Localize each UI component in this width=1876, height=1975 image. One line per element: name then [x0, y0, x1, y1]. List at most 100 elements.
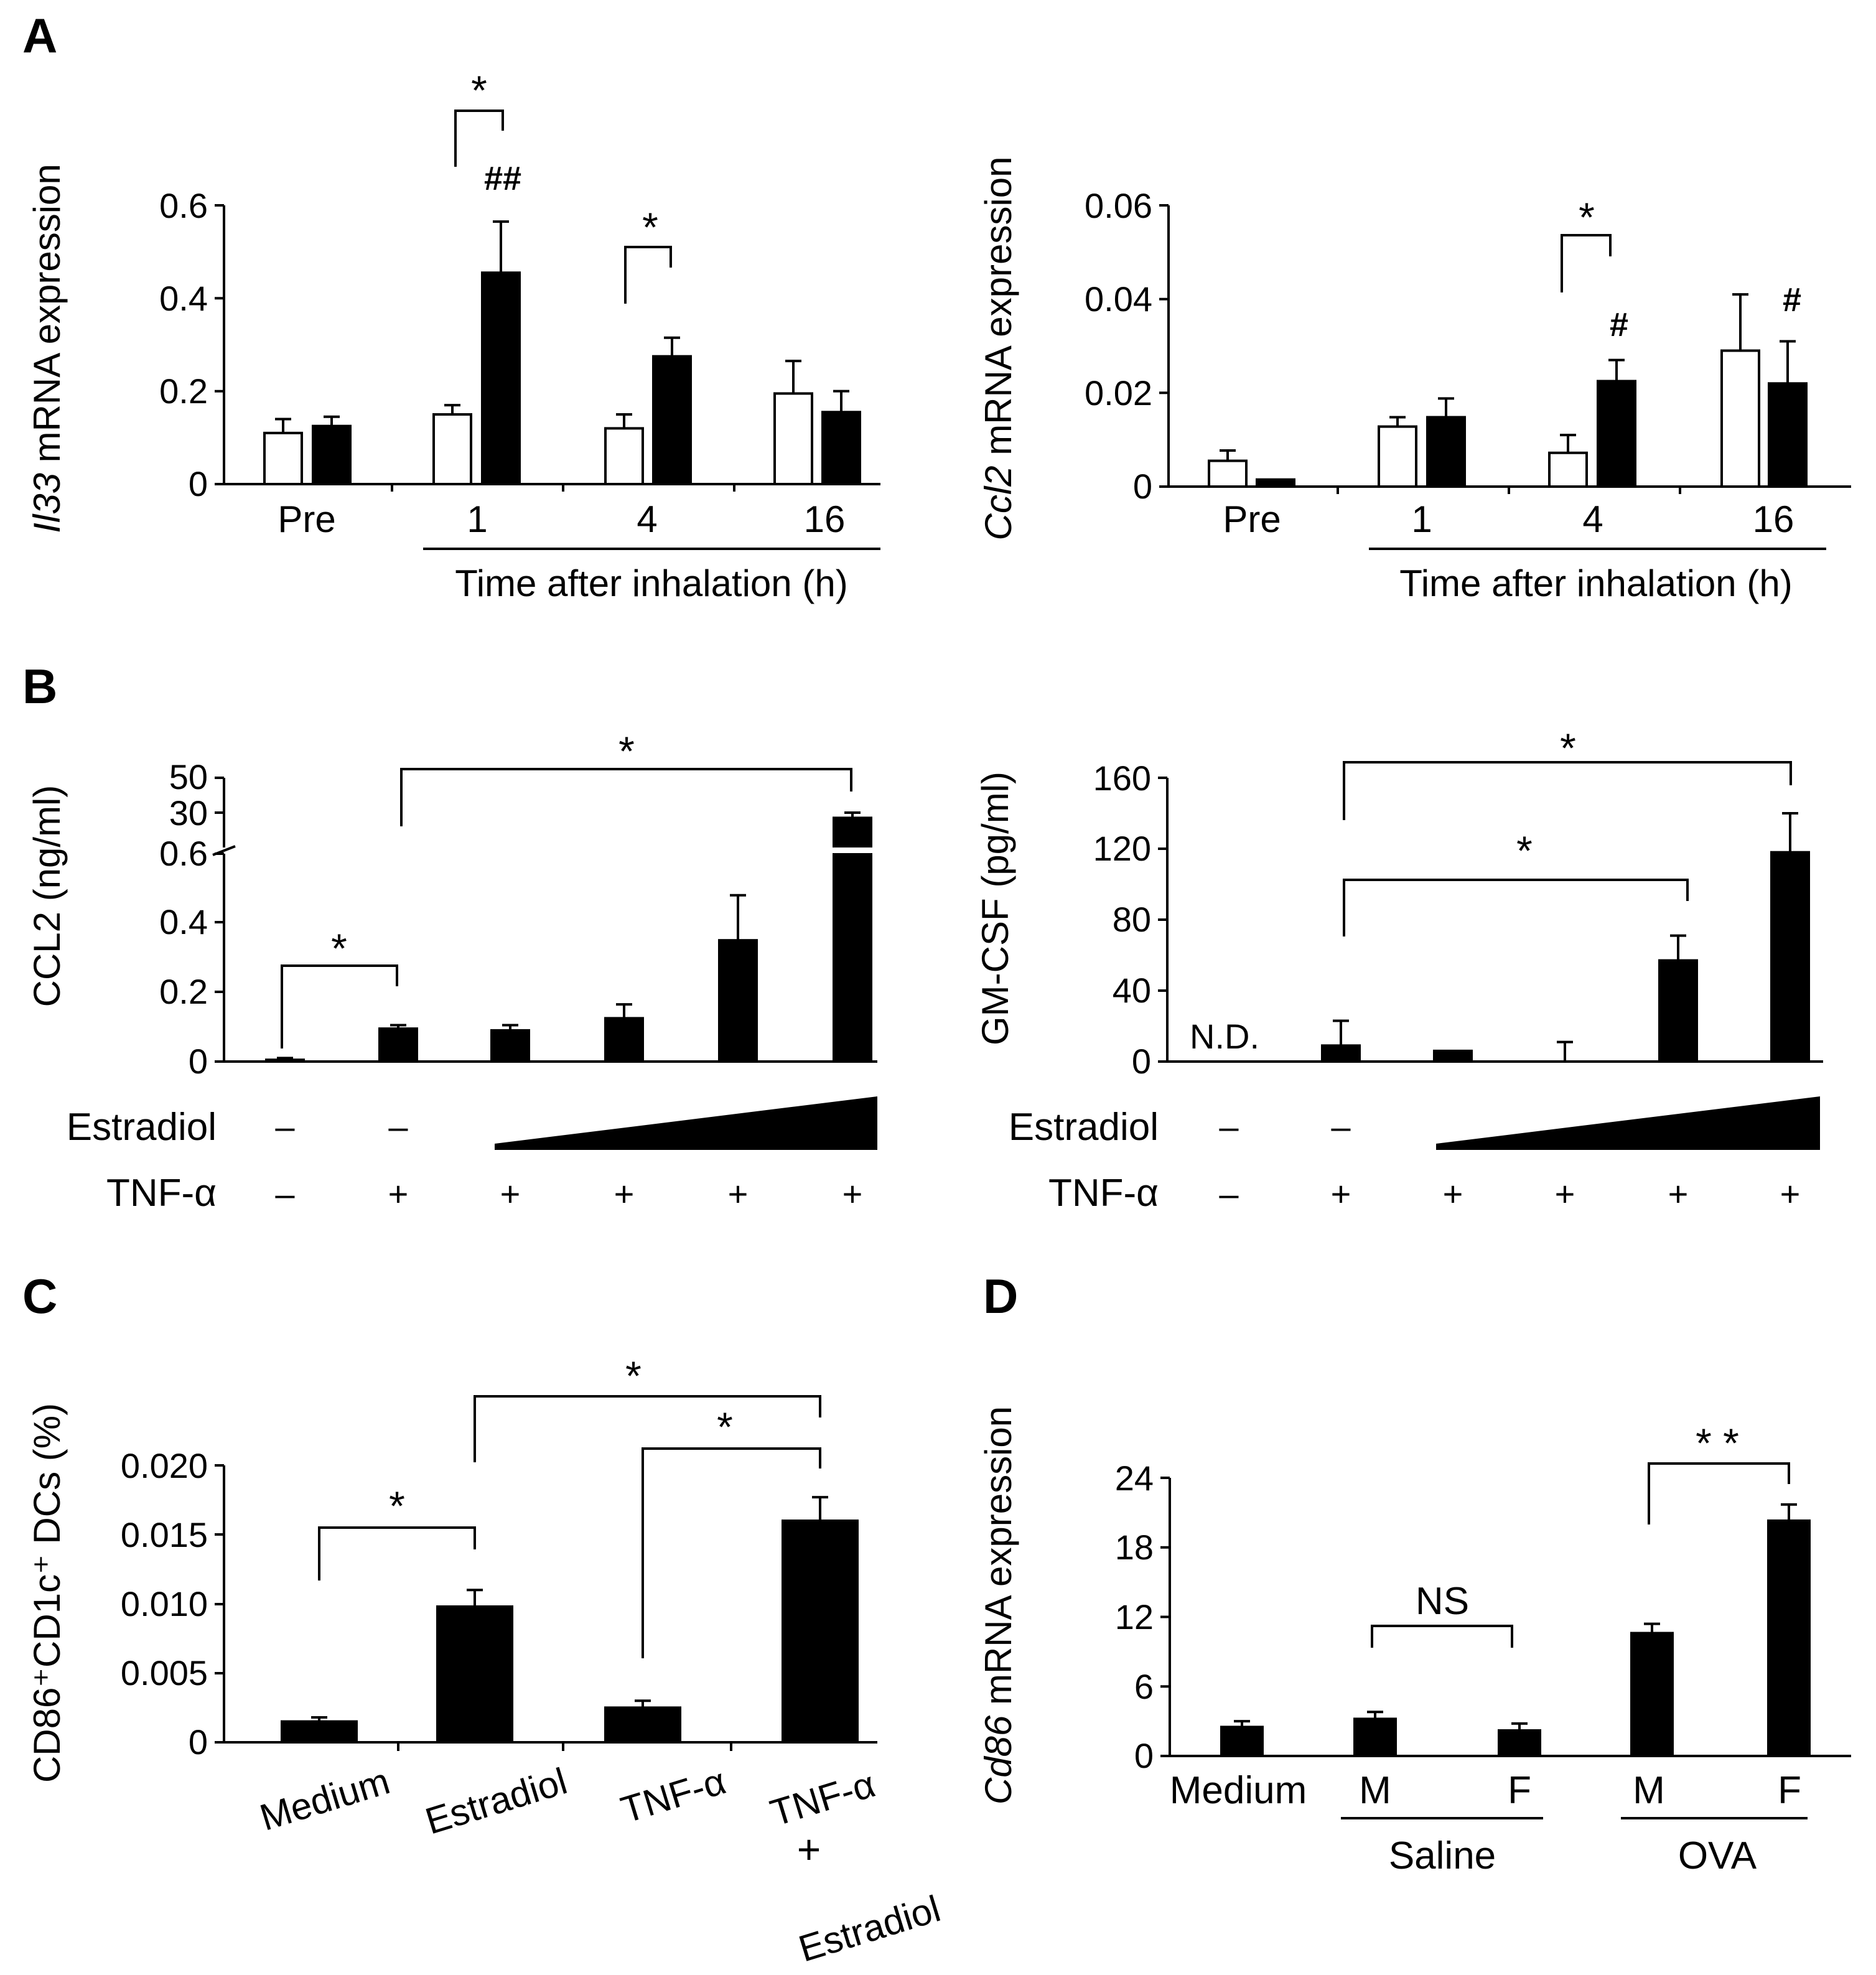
- a2-y-axis-label: Ccl2 mRNA expression: [978, 157, 1019, 541]
- d-sig-ns: NS: [1416, 1580, 1469, 1623]
- b2-y-tick-label: 40: [1113, 971, 1151, 1010]
- a2-bar-open: [1208, 459, 1248, 488]
- a1-x-tick-label: Pre: [278, 498, 335, 540]
- b1-sig-star: *: [331, 925, 347, 971]
- d-y-tick-label: 12: [1115, 1597, 1154, 1636]
- b2-bar: [1658, 959, 1698, 1063]
- chart-c-dcs: CD86⁺CD1c⁺ DCs (%) 0 0.005 0.010 0.015 0…: [26, 1353, 945, 1970]
- b1-y-tick-label: 0.6: [159, 834, 208, 873]
- a1-bar-filled: [821, 411, 861, 485]
- c-x-label-combo-plus: +: [797, 1826, 821, 1872]
- b2-treatment-label-estradiol: Estradiol: [1009, 1106, 1159, 1149]
- chart-b1-ccl2: CCL2 (ng/ml) 0 0.2 0.4 0.6 30 50 * * Est…: [26, 728, 877, 1215]
- chart-b2-gmcsf: GM-CSF (pg/ml) 0 40 80 120 160 N.D. * * …: [974, 725, 1823, 1215]
- d-bar: [1767, 1519, 1811, 1758]
- a1-x-tick-label: 1: [467, 498, 487, 540]
- d-y-tick-label: 0: [1134, 1736, 1154, 1775]
- a2-y-tick-label: 0.06: [1085, 186, 1152, 225]
- b1-bar: [265, 1058, 305, 1063]
- a2-y-tick-label: 0: [1133, 467, 1152, 506]
- b2-tnf-sign: +: [1780, 1174, 1801, 1213]
- a1-bar-open: [773, 392, 813, 486]
- a2-bar-open: [1548, 451, 1588, 488]
- c-sig-star: *: [717, 1404, 733, 1450]
- d-x-label-saline-m: M: [1359, 1769, 1391, 1812]
- c-sig-star: *: [389, 1483, 405, 1529]
- c-sig-star: *: [625, 1353, 642, 1399]
- b1-tnf-sign: –: [275, 1174, 295, 1213]
- a2-bar-open: [1378, 425, 1417, 488]
- b2-estradiol-sign: –: [1219, 1107, 1239, 1146]
- b1-sig-star: *: [618, 728, 635, 774]
- a2-x-axis-label: Time after inhalation (h): [1399, 563, 1792, 604]
- a2-x-tick-label: 4: [1582, 498, 1603, 540]
- b1-estradiol-sign: –: [388, 1107, 408, 1146]
- b2-bar: [1321, 1044, 1361, 1063]
- b2-sig-star: *: [1560, 725, 1576, 771]
- a1-y-axis-label: Il33 mRNA expression: [26, 164, 68, 533]
- b1-treatment-label-tnf: TNF-α: [106, 1172, 217, 1215]
- d-bar: [1498, 1729, 1541, 1757]
- a1-sig-bracket: [624, 246, 672, 304]
- b1-bar: [718, 939, 758, 1063]
- a1-x-tick-label: 4: [637, 498, 657, 540]
- b1-bar: [604, 1017, 644, 1063]
- panel-label-c: C: [22, 1269, 57, 1324]
- b1-y-tick-label: 30: [169, 793, 208, 833]
- chart-a2-ccl2: Ccl2 mRNA expression 0 0.02 0.04 0.06 Pr…: [978, 157, 1851, 604]
- b2-sig-bracket: [1343, 761, 1792, 820]
- d-group-label-ova: OVA: [1678, 1834, 1757, 1877]
- a2-x-tick-label: 1: [1411, 498, 1432, 540]
- b1-bar-break-gap: [831, 847, 874, 853]
- b2-tnf-sign: +: [1443, 1174, 1463, 1213]
- b2-tnf-sign: +: [1668, 1174, 1689, 1213]
- b1-tnf-sign: +: [842, 1174, 863, 1213]
- b2-bar: [1770, 851, 1810, 1063]
- b1-y-tick-label: 0.4: [159, 902, 208, 941]
- a2-y-tick-label: 0.02: [1085, 373, 1152, 413]
- a1-sig-star: *: [642, 204, 658, 250]
- d-y-tick-label: 6: [1134, 1667, 1154, 1706]
- c-y-tick-label: 0: [189, 1722, 208, 1762]
- d-y-tick-label: 18: [1115, 1528, 1154, 1567]
- a1-bar-open: [263, 431, 303, 485]
- b1-estradiol-sign: –: [275, 1107, 295, 1146]
- b2-tnf-sign: +: [1555, 1174, 1575, 1213]
- a2-bar-open: [1720, 349, 1760, 488]
- b1-tnf-sign: +: [500, 1174, 521, 1213]
- b2-y-tick-label: 0: [1132, 1042, 1151, 1081]
- panel-label-b: B: [22, 659, 57, 714]
- b1-sig-bracket: [281, 964, 398, 1048]
- a1-bar-filled: [481, 271, 521, 485]
- b1-bar: [490, 1029, 530, 1063]
- b1-estradiol-gradient-wedge: [495, 1096, 877, 1150]
- c-y-tick-label: 0.010: [121, 1584, 208, 1623]
- b2-sig-bracket: [1343, 879, 1689, 936]
- b2-tnf-sign: –: [1219, 1174, 1239, 1213]
- d-x-label-saline-f: F: [1508, 1769, 1531, 1812]
- a1-y-tick-label: 0.2: [159, 371, 208, 411]
- d-bar: [1353, 1717, 1397, 1757]
- a2-sig-hash: #: [1783, 281, 1801, 319]
- d-y-axis-label: Cd86 mRNA expression: [978, 1406, 1019, 1805]
- a2-bar-filled: [1768, 382, 1808, 488]
- b2-y-tick-label: 160: [1093, 759, 1151, 798]
- c-sig-bracket: [318, 1526, 476, 1580]
- b2-tnf-sign: +: [1331, 1174, 1351, 1213]
- c-y-tick-label: 0.005: [121, 1653, 208, 1693]
- d-y-tick-label: 24: [1115, 1459, 1154, 1498]
- a2-bar-filled: [1256, 478, 1295, 488]
- c-sig-bracket: [642, 1447, 821, 1658]
- b1-bar: [378, 1027, 418, 1063]
- a2-bar-filled: [1597, 380, 1636, 488]
- b2-treatment-label-tnf: TNF-α: [1048, 1172, 1159, 1215]
- a2-sig-star: *: [1579, 194, 1595, 240]
- a2-x-tick-label: 16: [1753, 498, 1794, 540]
- d-group-label-saline: Saline: [1389, 1834, 1496, 1877]
- a2-bar-filled: [1426, 416, 1466, 488]
- a1-y-tick-label: 0.6: [159, 186, 208, 225]
- b1-y-tick-label: 50: [169, 757, 208, 796]
- d-x-label-ova-m: M: [1633, 1769, 1665, 1812]
- c-bar: [281, 1720, 358, 1744]
- b2-nd-label: N.D.: [1190, 1017, 1259, 1056]
